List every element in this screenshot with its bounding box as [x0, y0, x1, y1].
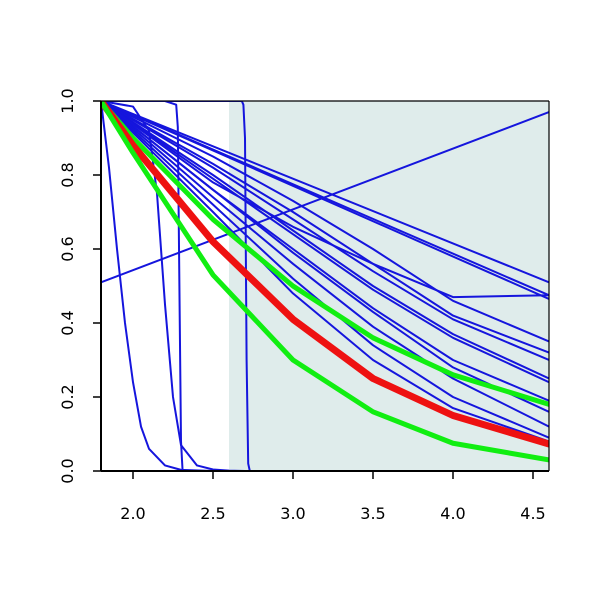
series-line-22 [101, 101, 549, 463]
y-tick-label: 0.2 [58, 384, 77, 409]
x-tick-label: 2.5 [200, 504, 225, 523]
y-tick-label: 0.0 [58, 458, 77, 483]
x-tick-label: 2.0 [120, 504, 145, 523]
x-tick-label: 4.5 [520, 504, 545, 523]
series-line-12 [101, 101, 549, 428]
y-tick-label: 1.0 [58, 88, 77, 113]
series-line-15 [101, 101, 549, 299]
series-line-14 [101, 101, 549, 443]
y-axis-ticks: 0.0 0.2 0.4 0.6 0.8 1.0 [58, 88, 101, 484]
x-tick-label: 3.5 [360, 504, 385, 523]
series-group [101, 101, 549, 471]
x-axis-ticks: 2.0 2.5 3.0 3.5 4.0 4.5 [120, 471, 546, 523]
series-line-8 [101, 101, 549, 380]
series-line-11 [101, 101, 549, 413]
x-tick-label: 4.0 [440, 504, 465, 523]
series-line-2 [101, 101, 549, 284]
y-tick-label: 0.8 [58, 162, 77, 187]
series-line-21 [101, 101, 549, 448]
series-line-6 [101, 101, 549, 354]
series-line-5 [101, 101, 549, 343]
shaded-region [229, 101, 549, 471]
series-line-9 [101, 101, 549, 384]
series-line-4 [101, 101, 549, 300]
series-line-20 [101, 101, 549, 407]
x-tick-label: 3.0 [280, 504, 305, 523]
y-tick-label: 0.6 [58, 236, 77, 261]
y-tick-label: 0.4 [58, 310, 77, 335]
